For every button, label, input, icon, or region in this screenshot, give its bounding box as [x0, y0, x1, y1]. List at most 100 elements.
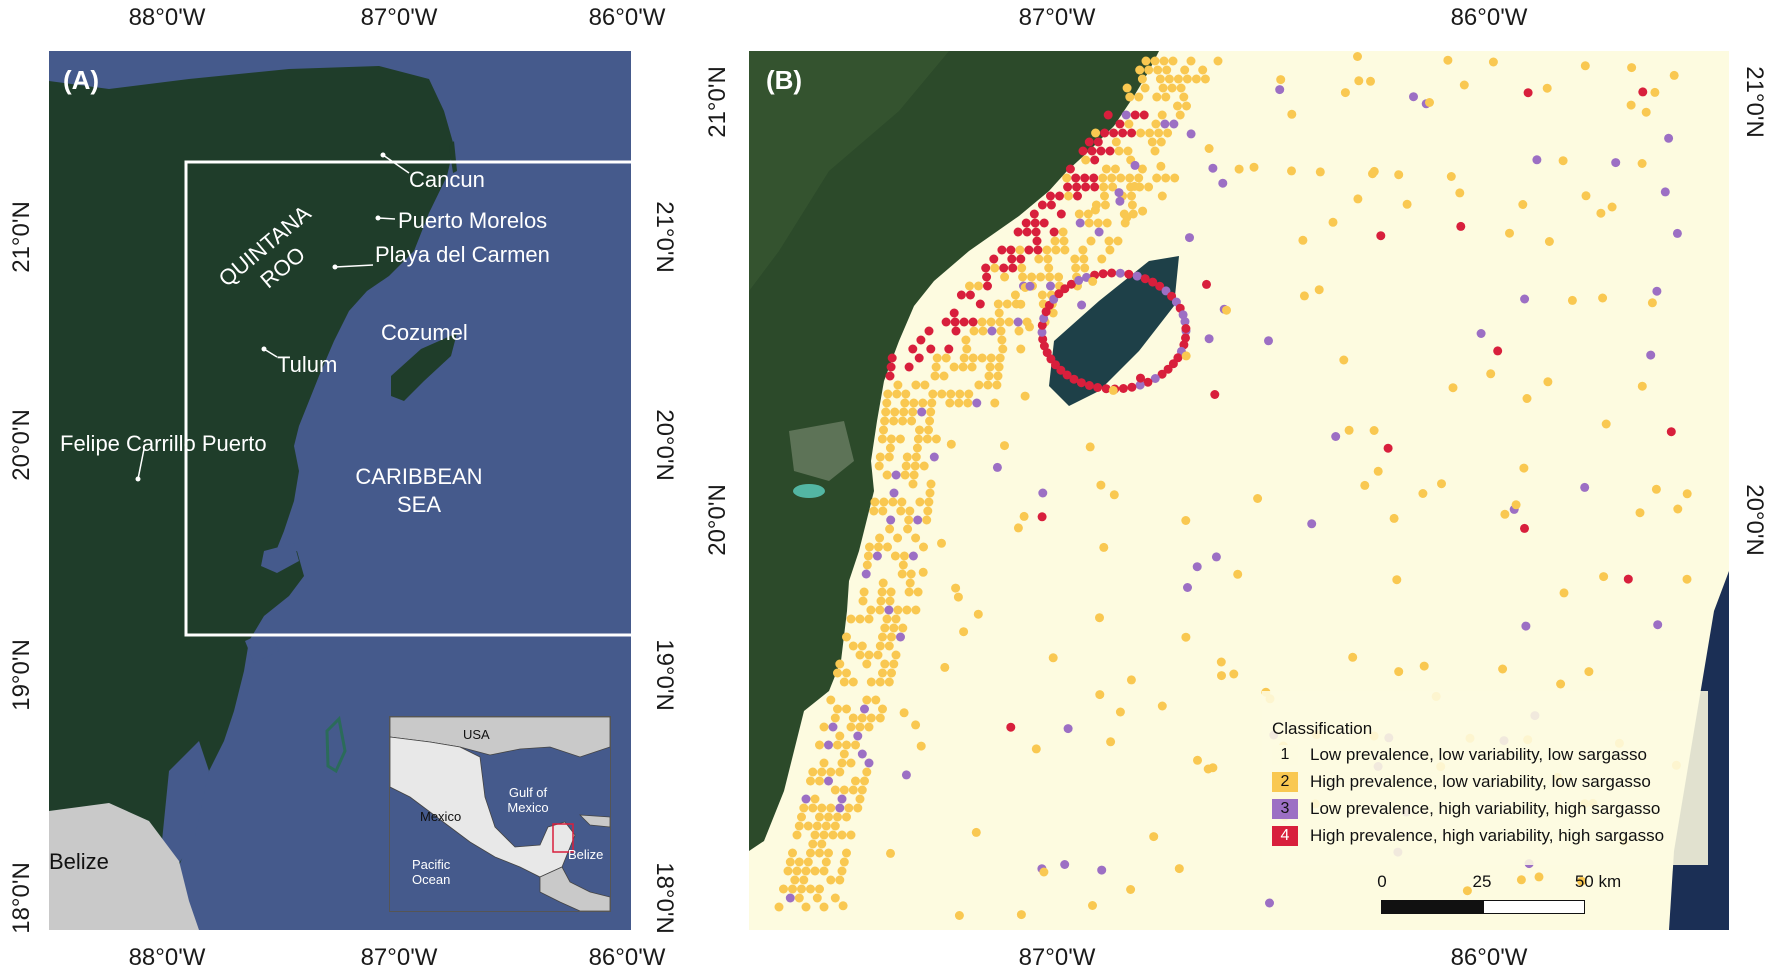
- hex-cell-653: [1299, 291, 1309, 301]
- panel-b-bottom-tick-86w: 86°0'W: [1450, 944, 1528, 971]
- hex-cell-592: [1456, 221, 1466, 231]
- hex-cell-349: [864, 614, 874, 624]
- hex-cell-255: [963, 398, 973, 408]
- hex-cell-606: [1095, 613, 1104, 623]
- hex-cell-272: [877, 434, 887, 444]
- hex-cell-548: [1218, 178, 1228, 188]
- hex-cell-250: [909, 398, 919, 408]
- hex-cell-718: [1577, 876, 1587, 886]
- hex-cell-726: [1682, 574, 1692, 584]
- hex-cell-416: [815, 776, 824, 786]
- hex-cell-443: [821, 821, 831, 831]
- hex-cell-133: [1033, 245, 1043, 255]
- hex-cell-600: [1138, 206, 1148, 216]
- hex-cell-90: [1144, 182, 1154, 192]
- hex-cell-478: [785, 893, 795, 903]
- hex-cell-350: [882, 614, 892, 624]
- hex-cell-635: [1193, 755, 1202, 765]
- hex-cell-397: [835, 731, 845, 741]
- hex-cell-387: [830, 713, 840, 723]
- hex-cell-531: [1161, 286, 1171, 296]
- hex-cell-468: [837, 866, 847, 876]
- hex-cell-197: [951, 326, 961, 336]
- hex-cell-1: [1150, 56, 1160, 66]
- hex-cell-491: [1163, 364, 1173, 374]
- hex-cell-757: [1446, 172, 1456, 181]
- hex-cell-747: [1652, 286, 1662, 296]
- hex-cell-409: [864, 758, 874, 768]
- hex-cell-13: [1155, 74, 1165, 84]
- hex-cell-690: [1511, 500, 1521, 510]
- hex-cell-258: [881, 407, 891, 417]
- hex-cell-339: [876, 596, 886, 606]
- hex-cell-36: [1175, 110, 1185, 120]
- hex-cell-735: [1653, 620, 1663, 630]
- hex-cell-19: [1122, 83, 1132, 93]
- hex-cell-68: [1110, 164, 1120, 174]
- hex-cell-54: [1147, 137, 1157, 147]
- hex-cell-147: [981, 263, 991, 273]
- hex-cell-684: [1544, 237, 1554, 246]
- hex-cell-591: [1025, 322, 1034, 332]
- hex-cell-85: [1090, 182, 1100, 192]
- locator-inset-map: USA Gulf of Mexico Mexico Pacific Ocean …: [389, 716, 611, 912]
- hex-cell-459: [794, 857, 804, 867]
- hex-cell-660: [1660, 187, 1670, 197]
- hex-cell-643: [1443, 55, 1453, 65]
- hex-cell-208: [944, 344, 954, 354]
- hex-cell-3: [1168, 56, 1178, 66]
- hex-cell-270: [915, 425, 924, 435]
- hex-cell-239: [992, 380, 1002, 390]
- hex-cell-442: [812, 821, 822, 831]
- hex-cell-723: [1394, 667, 1404, 677]
- hex-cell-330: [906, 569, 916, 579]
- hex-cell-558: [1389, 513, 1399, 523]
- hex-cell-80: [1161, 173, 1171, 183]
- hex-cell-609: [1623, 574, 1633, 584]
- hex-cell-685: [1287, 166, 1296, 176]
- hex-cell-369: [880, 659, 890, 669]
- legend-label-2: High prevalence, low variability, low sa…: [1310, 772, 1651, 791]
- hex-cell-529: [1148, 277, 1158, 287]
- hex-cell-211: [1016, 344, 1026, 354]
- hex-cell-324: [899, 551, 909, 561]
- hex-cell-372: [842, 668, 851, 678]
- hex-cell-216: [959, 353, 969, 363]
- inset-label-gulf: Gulf of Mexico: [498, 785, 558, 815]
- hex-cell-450: [846, 830, 856, 840]
- hex-cell-467: [819, 866, 829, 876]
- classification-legend: Classification 1 Low prevalence, low var…: [1262, 691, 1708, 865]
- hex-cell-316: [911, 533, 921, 543]
- hex-cell-205: [997, 335, 1007, 345]
- hex-cell-164: [974, 281, 983, 291]
- hex-cell-165: [983, 281, 992, 291]
- hex-cell-749: [1641, 107, 1651, 117]
- panel-a-label: (A): [63, 65, 100, 95]
- hex-cell-348: [855, 614, 865, 624]
- hex-cell-734: [1331, 432, 1341, 441]
- hex-cell-329: [897, 569, 907, 579]
- hex-cell-691: [1181, 632, 1191, 642]
- hex-cell-158: [1027, 272, 1037, 282]
- hex-cell-220: [995, 353, 1005, 363]
- hex-cell-682: [1672, 228, 1682, 238]
- hex-cell-649: [1208, 163, 1218, 173]
- hex-cell-713: [1020, 391, 1030, 401]
- hex-cell-624: [1099, 542, 1109, 552]
- hex-cell-234: [893, 380, 903, 390]
- hex-cell-92: [1055, 191, 1064, 201]
- inset-gulf-line1: Gulf of: [508, 785, 548, 800]
- label-tulum: Tulum: [277, 352, 338, 377]
- hex-cell-729: [1556, 679, 1566, 689]
- hex-cell-473: [779, 884, 788, 894]
- hex-cell-455: [815, 848, 824, 858]
- hex-cell-494: [1143, 377, 1153, 387]
- hex-cell-124: [1050, 236, 1060, 246]
- hex-cell-695: [1369, 426, 1379, 435]
- hex-cell-22: [1167, 83, 1177, 93]
- hex-cell-496: [1127, 382, 1137, 392]
- hex-cell-323: [890, 551, 900, 561]
- hex-cell-599: [973, 609, 983, 619]
- hex-cell-553: [1558, 156, 1568, 166]
- legend-label-1: Low prevalence, low variability, low sar…: [1310, 745, 1648, 764]
